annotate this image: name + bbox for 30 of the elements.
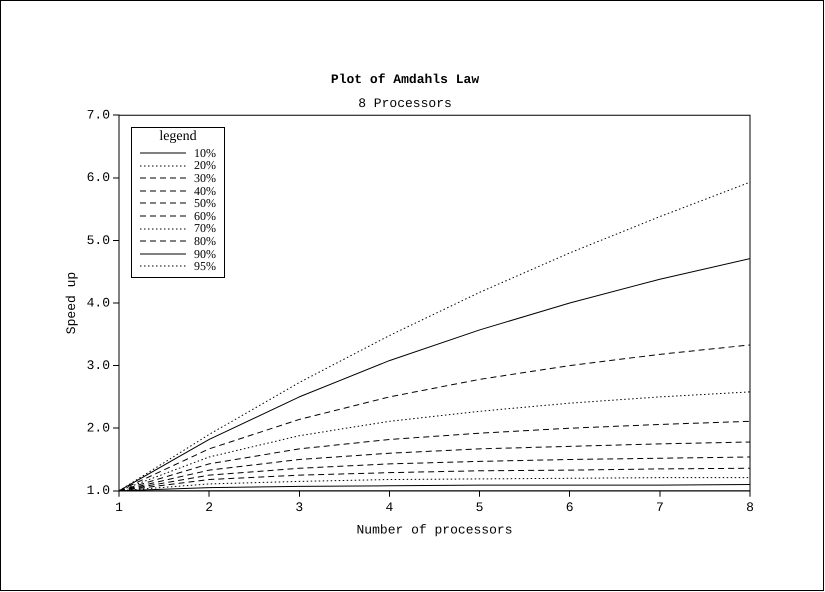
legend-label: 40% (194, 184, 216, 198)
x-tick-label: 7 (656, 500, 664, 516)
x-tick-label: 2 (205, 500, 214, 516)
legend-title: legend (158, 129, 198, 144)
legend-label: 20% (194, 158, 216, 172)
legend-label: 60% (194, 208, 216, 223)
legend-label: 95% (194, 259, 216, 274)
y-tick-label: 2.0 (86, 420, 110, 436)
x-tick-label: 1 (115, 500, 124, 516)
x-tick-label: 8 (746, 500, 754, 516)
x-tick-label: 5 (476, 500, 484, 516)
y-tick-label: 5.0 (86, 232, 110, 248)
x-tick-label: 3 (295, 500, 304, 516)
legend-label: 10% (194, 146, 216, 160)
x-tick-label: 4 (386, 500, 394, 516)
y-tick-label: 4.0 (86, 295, 110, 310)
legend-label: 70% (194, 221, 216, 236)
legend-label: 90% (194, 246, 216, 261)
x-axis-title: Number of processors (356, 522, 513, 538)
chart-subtitle: 8 Processors (358, 96, 452, 111)
legend-label: 30% (194, 170, 216, 185)
chart-title: Plot of Amdahls Law (330, 72, 480, 88)
legend-label: 50% (194, 196, 216, 210)
y-tick-label: 3.0 (86, 358, 110, 374)
legend-label: 80% (194, 234, 216, 248)
y-tick-label: 1.0 (86, 483, 110, 498)
y-tick-label: 7.0 (86, 108, 110, 123)
x-tick-label: 6 (566, 500, 574, 516)
y-tick-label: 6.0 (86, 170, 110, 186)
y-axis-title: Speed up (64, 272, 80, 334)
